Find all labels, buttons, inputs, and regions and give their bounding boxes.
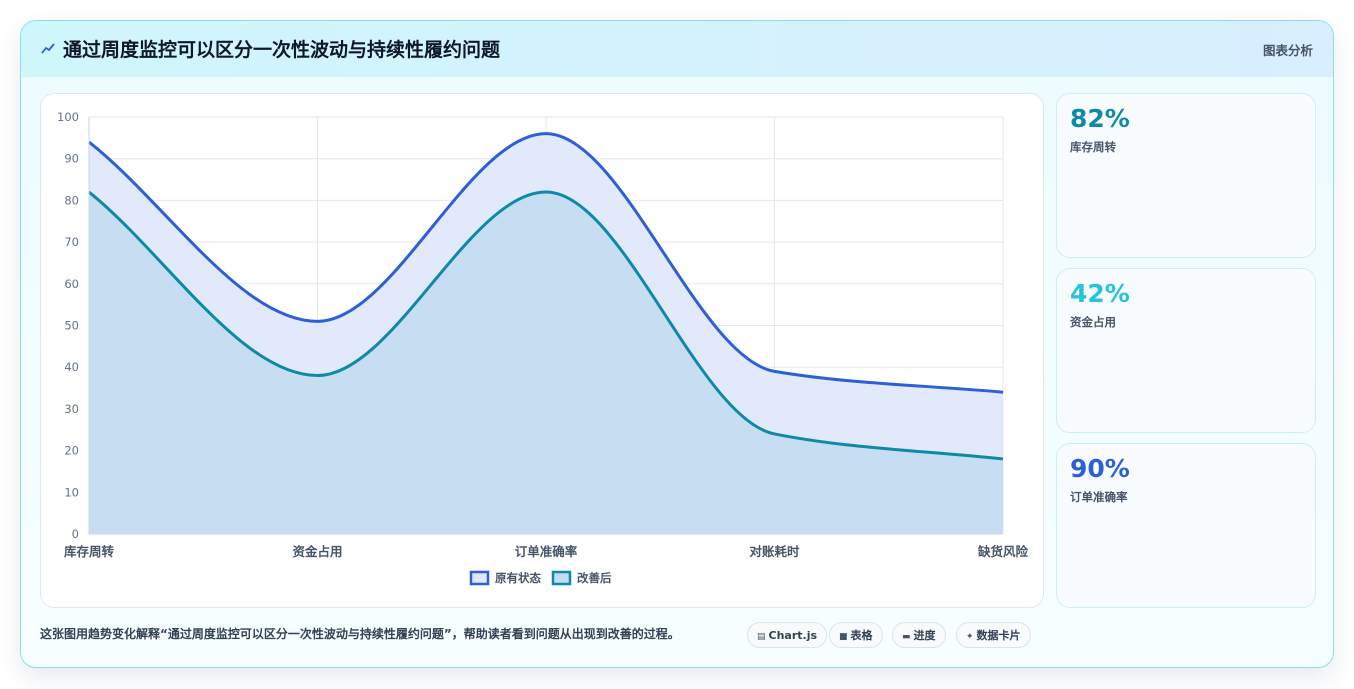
tag-label: Chart.js xyxy=(768,629,818,642)
tag-label: 数据卡片 xyxy=(976,629,1021,642)
y-tick-label: 0 xyxy=(72,527,79,541)
tag-chartjs[interactable]: ▤ Chart.js xyxy=(747,622,828,648)
legend-item-0[interactable]: 原有状态 xyxy=(469,570,541,586)
tag-progress[interactable]: ▬ 进度 xyxy=(892,622,946,648)
series-area-1 xyxy=(89,192,1003,534)
stat-label: 订单准确率 xyxy=(1070,490,1128,504)
card-header: 通过周度监控可以区分一次性波动与持续性履约问题 图表分析 xyxy=(21,21,1333,77)
stat-label: 库存周转 xyxy=(1070,140,1116,154)
legend-swatch xyxy=(469,570,490,586)
y-tick-label: 80 xyxy=(64,193,79,207)
series-line-1 xyxy=(88,190,1004,461)
trend-line-icon xyxy=(41,43,55,54)
x-tick-label: 库存周转 xyxy=(64,544,115,559)
y-tick-label: 70 xyxy=(64,235,79,249)
legend-swatch xyxy=(551,570,572,586)
legend-label: 改善后 xyxy=(577,571,612,585)
chart-icon: ▤ xyxy=(757,632,766,642)
area-chart: 0 10 20 30 40 50 60 70 80 90 100 库存周转 资金占用 订单准确率 对账耗时 缺… xyxy=(57,110,1029,586)
chart-panel: 0 10 20 30 40 50 60 70 80 90 100 库存周转 资金占用 订单准确率 对账耗时 缺… xyxy=(40,93,1044,608)
x-tick-label: 订单准确率 xyxy=(515,544,578,559)
stat-card-capital: 42% 资金占用 xyxy=(1056,268,1316,433)
y-tick-label: 50 xyxy=(64,319,79,333)
tag-data-card[interactable]: ✦ 数据卡片 xyxy=(956,622,1031,648)
stat-card-accuracy: 90% 订单准确率 xyxy=(1056,443,1316,608)
y-tick-label: 30 xyxy=(64,402,79,416)
x-tick-label: 资金占用 xyxy=(292,544,342,559)
y-tick-label: 100 xyxy=(57,110,79,124)
x-tick-label: 对账耗时 xyxy=(749,544,800,559)
chart-description: 这张图用趋势变化解释“通过周度监控可以区分一次性波动与持续性履约问题”，帮助读者… xyxy=(40,627,680,641)
y-tick-label: 60 xyxy=(64,277,79,291)
tag-label: 进度 xyxy=(913,629,936,642)
legend-label: 原有状态 xyxy=(495,571,541,585)
stat-label: 资金占用 xyxy=(1070,315,1116,329)
tag-label: 表格 xyxy=(850,629,873,642)
table-icon: ■ xyxy=(839,632,848,642)
chart-card: 通过周度监控可以区分一次性波动与持续性履约问题 图表分析 0 10 20 30 40 50… xyxy=(20,20,1334,668)
stat-value: 42% xyxy=(1070,279,1130,308)
progress-icon: ▬ xyxy=(902,632,911,642)
stat-value: 90% xyxy=(1070,454,1130,483)
header-label: 图表分析 xyxy=(1262,43,1313,58)
sparkle-icon: ✦ xyxy=(966,632,974,642)
y-tick-label: 90 xyxy=(64,152,79,166)
y-tick-label: 10 xyxy=(64,485,79,499)
stat-value: 82% xyxy=(1070,104,1130,133)
y-tick-label: 20 xyxy=(64,444,79,458)
stat-card-inventory: 82% 库存周转 xyxy=(1056,93,1316,258)
y-tick-label: 40 xyxy=(64,360,79,374)
x-tick-label: 缺货风险 xyxy=(978,544,1029,559)
tag-table[interactable]: ■ 表格 xyxy=(829,622,883,648)
legend-item-1[interactable]: 改善后 xyxy=(551,570,612,586)
page-title: 通过周度监控可以区分一次性波动与持续性履约问题 xyxy=(63,39,501,61)
series-line-0 xyxy=(88,132,1004,394)
